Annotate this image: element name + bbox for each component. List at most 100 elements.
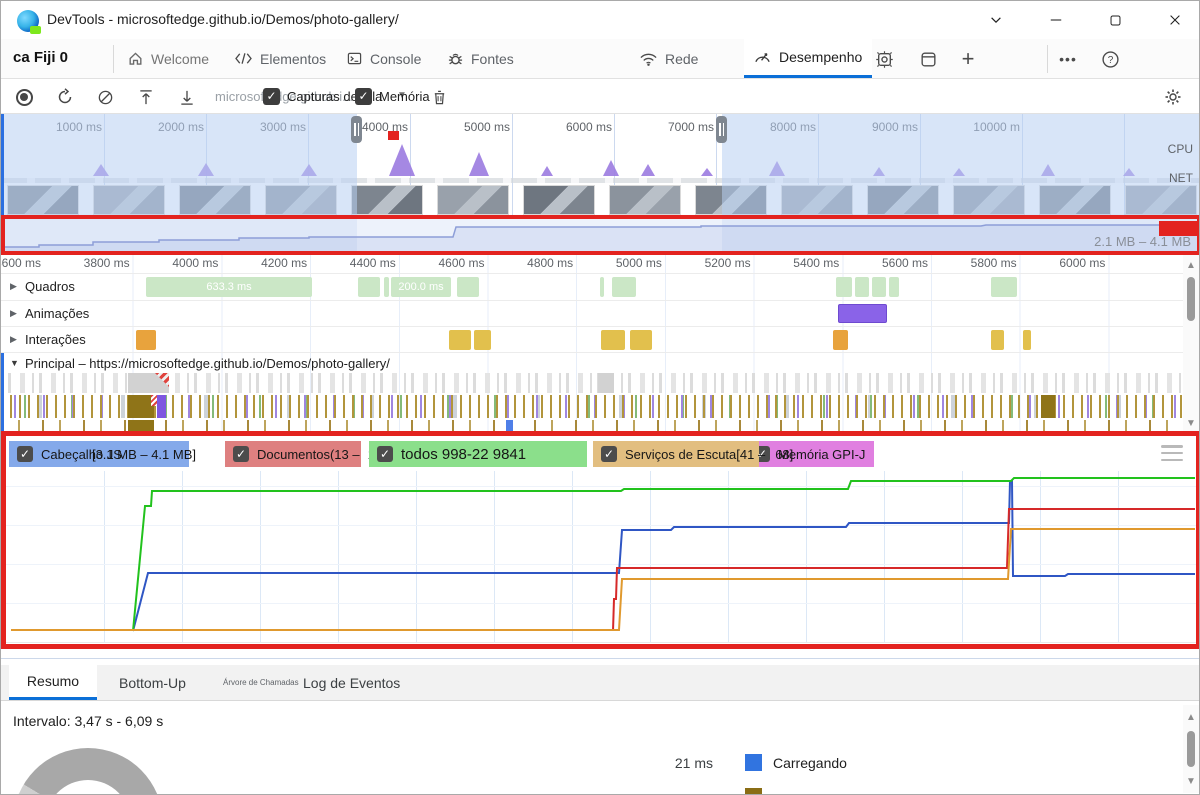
counter-label: Cabeçalho JS	[41, 446, 122, 462]
trash-icon[interactable]	[427, 85, 451, 109]
settings-gear-icon[interactable]	[1161, 85, 1185, 109]
memory-counters-chart[interactable]	[5, 471, 1197, 643]
tab-bottom-up[interactable]: Bottom-Up	[119, 674, 186, 691]
interaction-bar[interactable]	[601, 330, 625, 350]
frame-bar[interactable]	[384, 277, 389, 297]
target-dropdown-caret-icon[interactable]: ▼	[397, 90, 407, 101]
save-profile-icon[interactable]	[175, 85, 199, 109]
scroll-up-icon[interactable]: ▲	[1186, 712, 1196, 723]
tracks-tick: 5600 ms	[881, 256, 928, 270]
tracks-scrollbar[interactable]: ▲ ▼	[1183, 255, 1199, 433]
overview-tick: 5000 ms	[463, 120, 510, 134]
tab-console[interactable]: Console	[346, 39, 421, 78]
frame-bar[interactable]	[872, 277, 886, 297]
tab-desempenho[interactable]: Desempenho	[744, 39, 872, 78]
cpu-label: CPU	[1167, 142, 1193, 156]
track-label-main[interactable]: Principal – https://microsoftedge.github…	[25, 356, 390, 371]
interaction-bar[interactable]	[136, 330, 156, 350]
frame-bar[interactable]	[855, 277, 869, 297]
maximize-button[interactable]	[1095, 7, 1135, 33]
add-tab-icon[interactable]: +	[961, 46, 975, 71]
scroll-down-icon[interactable]: ▼	[1186, 418, 1196, 429]
counter-range: 68]	[775, 446, 794, 462]
scroll-thumb[interactable]	[1187, 731, 1195, 767]
screenshot-thumbnail[interactable]	[437, 185, 509, 215]
memory-overview-strip[interactable]: 2.1 MB – 4.1 MB	[1, 217, 1199, 253]
frame-bar[interactable]	[836, 277, 852, 297]
frame-bar[interactable]	[889, 277, 899, 297]
interaction-bar[interactable]	[833, 330, 848, 350]
interaction-bar[interactable]	[1023, 330, 1031, 350]
load-profile-icon[interactable]	[134, 85, 158, 109]
frame-bar[interactable]: 633.3 ms	[146, 277, 312, 297]
selection-handle-left[interactable]	[351, 116, 362, 143]
counter-checkbox[interactable]: ✓	[601, 446, 617, 462]
record-icon[interactable]	[12, 85, 36, 109]
tab-rede[interactable]: Rede	[639, 39, 698, 78]
tab-fontes[interactable]: Fontes	[447, 39, 514, 78]
long-task-block[interactable]	[128, 373, 169, 393]
expander-icon[interactable]: ▶	[10, 308, 17, 318]
screenshots-checkbox[interactable]: ✓	[263, 88, 280, 105]
frame-bar[interactable]	[457, 277, 479, 297]
inspect-chip-icon[interactable]	[873, 48, 895, 70]
interaction-bar[interactable]	[449, 330, 471, 350]
interaction-bar[interactable]	[991, 330, 1004, 350]
animation-bar[interactable]	[838, 304, 887, 323]
profile-target-select[interactable]: microsoftedge.github.i...	[215, 89, 354, 104]
counter-checkbox[interactable]: ✓	[233, 446, 249, 462]
close-button[interactable]	[1155, 7, 1195, 33]
screenshot-thumbnail[interactable]	[351, 185, 423, 215]
counter-checkbox[interactable]: ✓	[377, 446, 393, 462]
device-dock-icon[interactable]	[917, 48, 939, 70]
counter-line-Serviços de Escuta	[11, 528, 1195, 631]
expander-icon[interactable]: ▶	[10, 281, 17, 291]
screenshot-thumbnail[interactable]	[609, 185, 681, 215]
counter-chip-listeners[interactable]: ✓ Serviços de Escuta[41 – 68]	[593, 441, 793, 467]
expander-icon[interactable]: ▶	[10, 334, 17, 344]
memory-checkbox-group[interactable]: ✓ Memória	[355, 88, 430, 105]
counter-line-Cabeçalho JS	[132, 480, 1195, 632]
reload-record-icon[interactable]	[53, 85, 77, 109]
screenshot-thumbnail[interactable]	[523, 185, 595, 215]
scroll-down-icon[interactable]: ▼	[1186, 776, 1196, 787]
chevron-down-icon[interactable]	[976, 7, 1016, 33]
tab-log-de-eventos[interactable]: Log de Eventos	[303, 674, 401, 691]
counter-chip-gpu-memory[interactable]: ✓ Memória GPI-J	[746, 441, 874, 467]
tab-arvore-de-chamadas[interactable]: Árvore de Chamadas	[223, 678, 299, 687]
counter-checkbox[interactable]: ✓	[17, 446, 33, 462]
overview-left-selection-line	[1, 114, 4, 217]
frame-bar[interactable]	[358, 277, 380, 297]
track-label-frames[interactable]: Quadros	[25, 279, 75, 294]
scroll-up-icon[interactable]: ▲	[1186, 260, 1196, 271]
frame-bar[interactable]	[612, 277, 636, 297]
selection-handle-right[interactable]	[716, 116, 727, 143]
memory-label: Memória	[379, 89, 430, 104]
hamburger-menu-icon[interactable]	[1161, 445, 1183, 461]
counter-chip-nodes[interactable]: ✓ todos 998-22 9841	[369, 441, 587, 467]
track-label-animations[interactable]: Animações	[25, 306, 90, 321]
interaction-bar[interactable]	[630, 330, 652, 350]
track-label-interactions[interactable]: Interações	[25, 332, 86, 347]
legend-swatch	[745, 754, 762, 771]
frame-bar[interactable]: 200.0 ms	[391, 277, 451, 297]
counter-chip-documents[interactable]: ✓ Documentos(13 – 18]	[225, 441, 386, 467]
scroll-thumb[interactable]	[1187, 277, 1195, 321]
interaction-bar[interactable]	[474, 330, 491, 350]
clear-icon[interactable]	[93, 85, 117, 109]
counter-chip-js-heap[interactable]: ✓ Cabeçalho JS [3.1 MB – 4.1 MB]	[9, 441, 196, 467]
collapse-icon[interactable]: ▼	[10, 358, 19, 368]
frame-bar[interactable]	[600, 277, 604, 297]
more-options-icon[interactable]: •••	[1059, 51, 1077, 67]
flame-chart[interactable]	[1, 372, 1199, 433]
memory-checkbox[interactable]: ✓	[355, 88, 372, 105]
tab-resumo[interactable]: Resumo	[9, 665, 97, 700]
help-icon[interactable]: ?	[1099, 48, 1121, 70]
frame-bar[interactable]	[991, 277, 1017, 297]
minimize-button[interactable]	[1036, 7, 1076, 33]
tab-elementos[interactable]: Elementos	[234, 39, 326, 78]
tab-welcome[interactable]: Welcome	[127, 39, 209, 78]
cpu-peak	[541, 166, 553, 176]
summary-scrollbar[interactable]: ▲ ▼	[1183, 705, 1199, 793]
